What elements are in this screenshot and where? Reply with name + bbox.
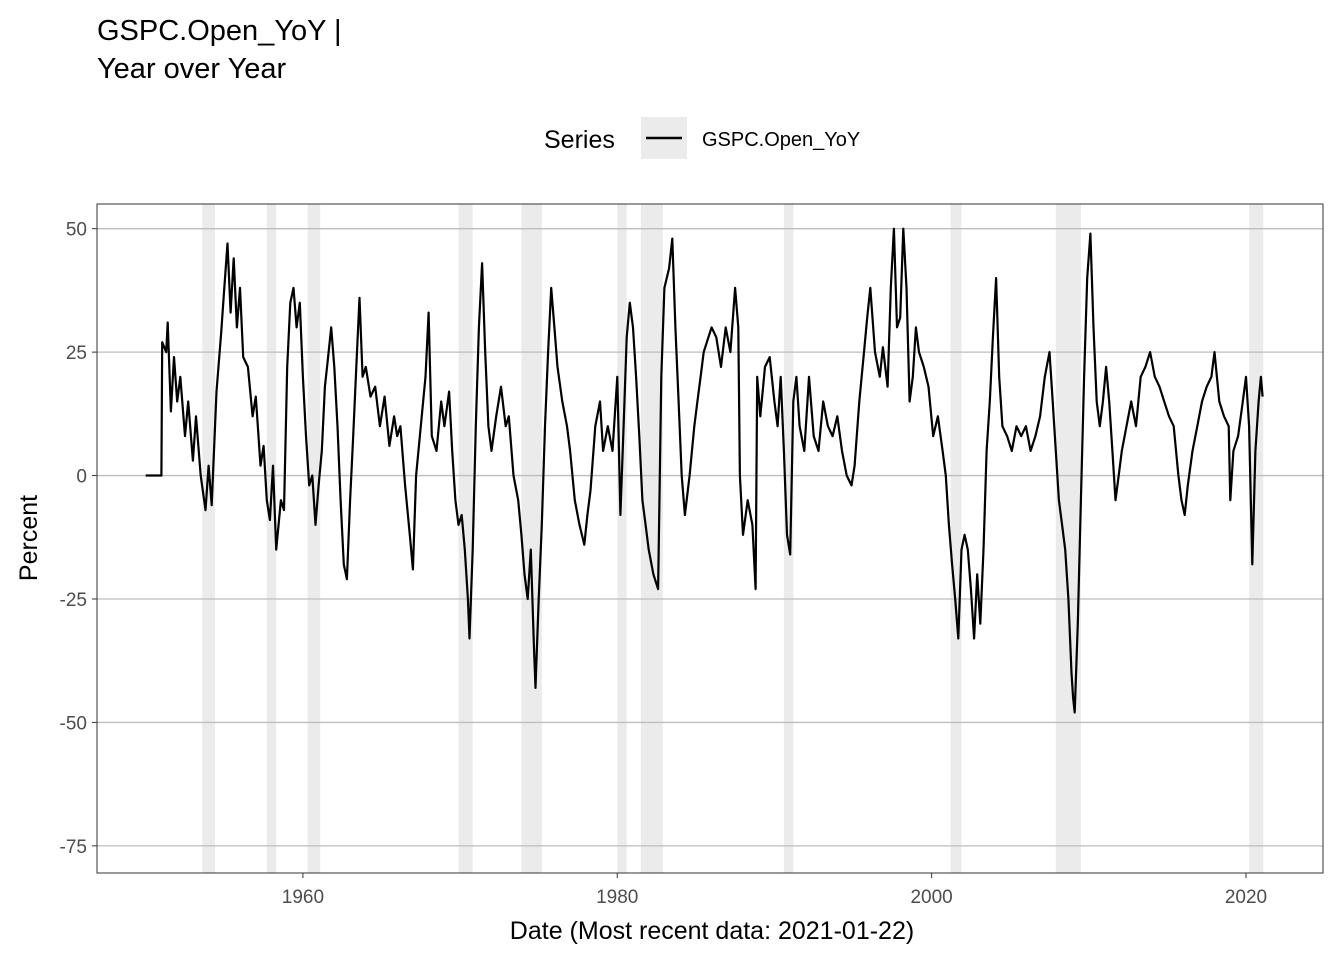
recession-band-1 [266,204,277,873]
recession-band-4 [521,204,542,873]
y-tick-label-1: 25 [66,343,87,364]
plot-panel [96,203,1324,874]
legend-title: Series [544,126,615,154]
recession-band-10 [1249,204,1264,873]
legend-entry-label: GSPC.Open_YoY [702,129,860,151]
x-axis: 1960 1980 2000 2020 [282,873,1267,908]
recession-band-3 [458,204,473,873]
y-tick-label-2: 0 [76,467,87,488]
recession-band-8 [950,204,962,873]
y-tick-label-3: -25 [60,590,87,611]
legend: Series GSPC.Open_YoY [544,117,860,159]
recession-band-0 [202,204,215,873]
x-tick-label-3: 2020 [1225,887,1267,908]
y-tick-label-5: -75 [60,837,87,858]
recession-band-5 [617,204,627,873]
series-line-gspc-open-yoy [145,227,1264,714]
recession-shading [202,204,1264,873]
panel-border [96,203,1324,874]
y-tick-label-0: 50 [66,220,87,241]
x-tick-label-0: 1960 [282,887,324,908]
y-axis-title: Percent [15,495,43,581]
x-axis-title: Date (Most recent data: 2021-01-22) [510,917,914,945]
recession-band-6 [640,204,663,873]
recession-band-9 [1055,204,1081,873]
chart-title-line-1: GSPC.Open_YoY | [97,15,342,47]
recession-band-2 [307,204,321,873]
y-tick-label-4: -50 [60,713,87,734]
y-axis: 50 25 0 -25 -50 -75 [60,220,97,858]
x-tick-label-2: 2000 [910,887,952,908]
chart-title-line-2: Year over Year [97,53,287,85]
y-gridlines [97,228,1323,847]
x-tick-label-1: 1980 [596,887,638,908]
